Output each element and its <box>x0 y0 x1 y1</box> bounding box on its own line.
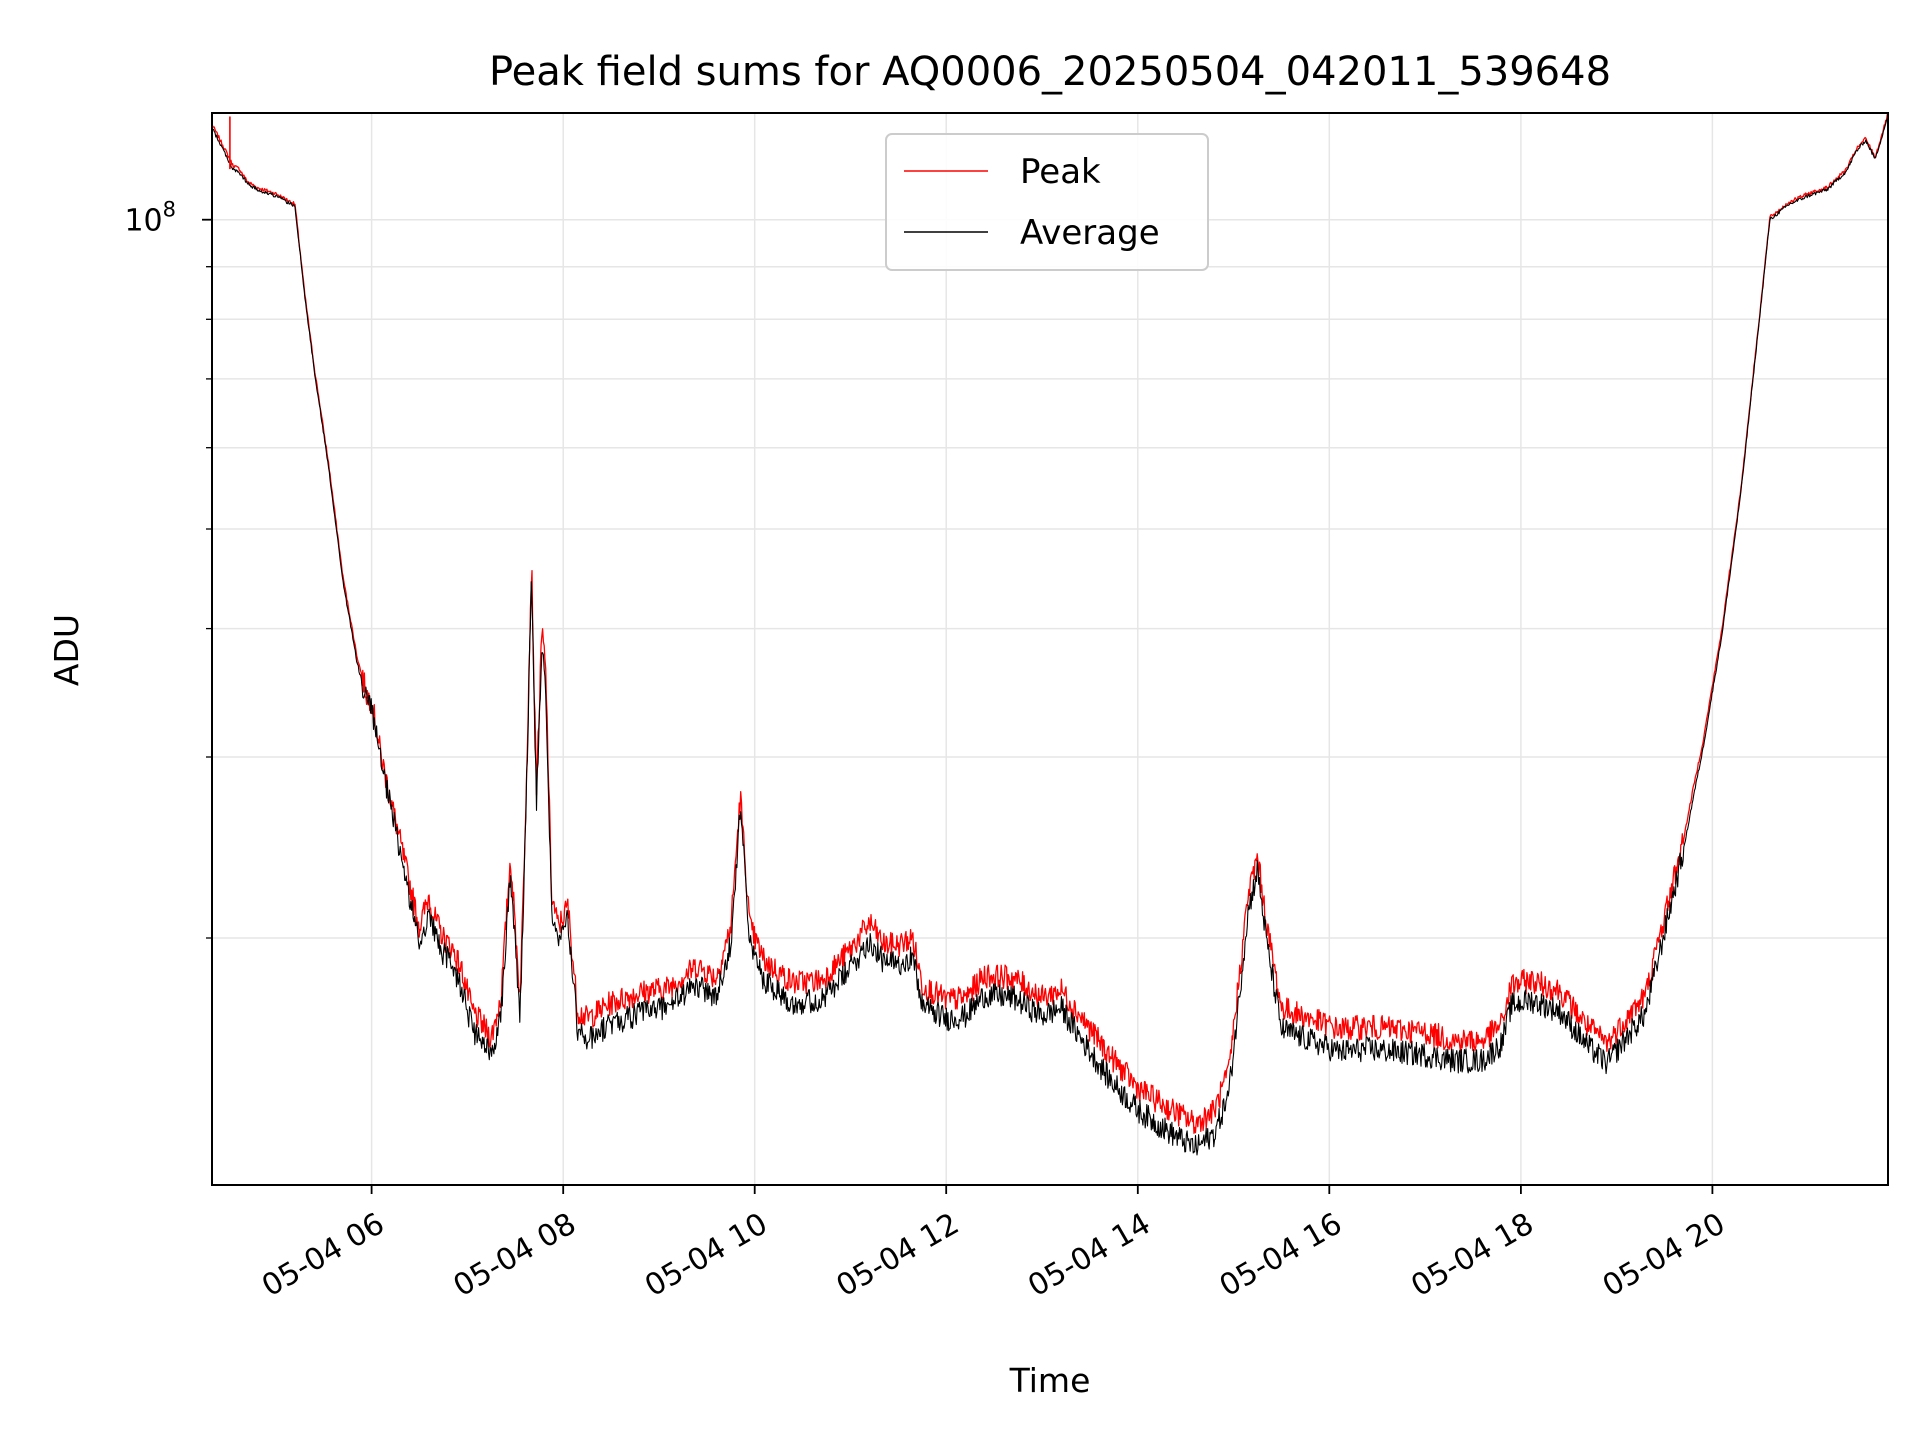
legend-label-average: Average <box>1020 213 1160 253</box>
plot-frame <box>211 112 1889 1186</box>
x-axis-label: Time <box>1009 1361 1091 1400</box>
legend: Peak Average <box>885 133 1209 271</box>
plot-area <box>211 113 1889 1156</box>
grid <box>212 113 1888 1185</box>
legend-label-peak: Peak <box>1020 152 1101 192</box>
y-tick-exponent: 8 <box>163 198 176 222</box>
legend-box <box>885 133 1209 271</box>
series-line-peak <box>211 113 1889 1134</box>
chart-title: Peak field sums for AQ0006_20250504_0420… <box>489 49 1611 95</box>
series-line-average <box>211 115 1889 1156</box>
y-axis-label: ADU <box>47 614 86 686</box>
